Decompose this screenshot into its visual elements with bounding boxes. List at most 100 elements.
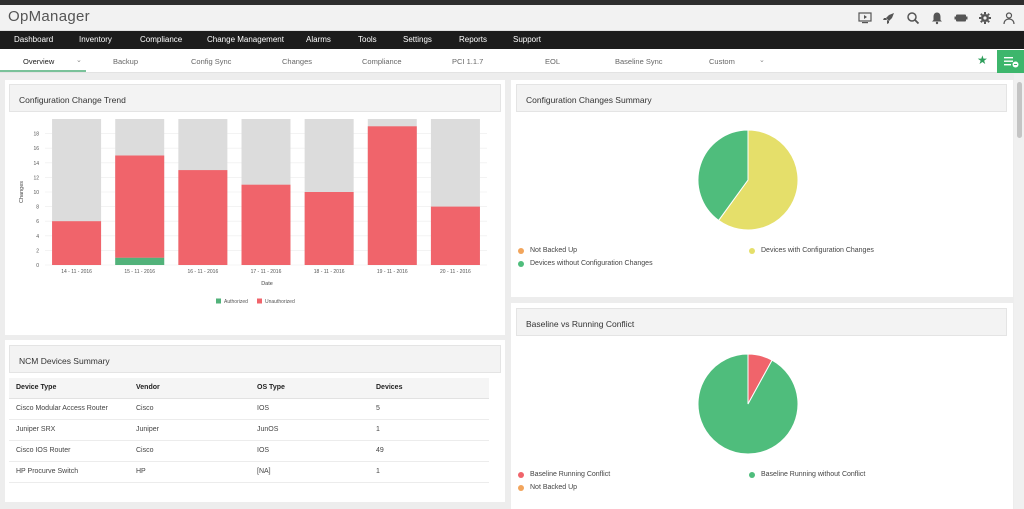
legend-dot [518,247,524,254]
nav-tools[interactable]: Tools [358,35,377,44]
tab-eol[interactable]: EOL [545,57,561,66]
legend-baseline-not-backed-up: Not Backed Up [518,484,577,491]
table-row[interactable]: Cisco Modular Access Router Cisco IOS 5 [9,398,489,420]
pie-slice[interactable] [697,353,799,455]
y-tick-label: 12 [33,175,39,181]
filter-list-icon [1003,56,1018,67]
cell-device-type: HP Procurve Switch [9,461,129,483]
x-tick-label: 17 - 11 - 2016 [251,269,282,275]
tab-custom[interactable]: Custom [709,57,735,66]
bar-unauthorized[interactable] [115,155,165,258]
y-tick-label: 4 [36,234,39,240]
legend-without-changes: Devices without Configuration Changes [518,260,653,267]
search-icon[interactable] [906,11,920,25]
app-logo: OpManager [8,8,90,25]
bar-unauthorized[interactable] [367,126,417,265]
tab-compliance[interactable]: Compliance [362,57,402,66]
y-tick-label: 0 [36,263,39,269]
star-icon[interactable]: ★ [977,53,988,67]
column-header[interactable]: Device Type [9,378,129,399]
x-tick-label: 19 - 11 - 2016 [377,269,408,275]
legend-dot [518,484,524,491]
x-axis-label: Date [261,281,273,287]
active-tab-indicator [0,70,86,72]
top-strip [0,0,1024,5]
cell-devices: 5 [369,398,489,420]
table-row[interactable]: Cisco IOS Router Cisco IOS 49 [9,440,489,462]
nav-dashboard[interactable]: Dashboard [14,35,54,44]
sub-nav: Overview ⌄ Backup Config Sync Changes Co… [0,49,1024,73]
nav-change-management[interactable]: Change Management [207,35,284,44]
cell-os-type: IOS [250,398,369,420]
legend-dot [518,471,524,478]
legend-label-authorized[interactable]: Authorized [224,299,248,305]
pie-slice[interactable] [717,129,799,231]
table-row[interactable]: Juniper SRX Juniper JunOS 1 [9,419,489,441]
rocket-icon[interactable] [882,11,896,25]
tab-config-sync[interactable]: Config Sync [191,57,232,66]
bar-unauthorized[interactable] [52,221,102,265]
chevron-down-icon[interactable]: ⌄ [76,57,82,64]
bar-unauthorized[interactable] [241,184,291,265]
gear-icon[interactable] [978,11,992,25]
baseline-pie-chart [697,353,799,455]
filter-menu-button[interactable] [997,50,1024,73]
summary-panel-header: Configuration Changes Summary [516,84,1007,112]
scrollbar-thumb[interactable] [1017,82,1022,138]
table-row[interactable]: HP Procurve Switch HP [NA] 1 [9,461,489,483]
legend-label: Baseline Running without Conflict [761,471,866,478]
cell-device-type: Cisco Modular Access Router [9,398,129,420]
tab-changes[interactable]: Changes [282,57,313,66]
header-icons [858,9,1016,27]
legend-label: Devices with Configuration Changes [761,247,874,254]
cell-device-type: Cisco IOS Router [9,440,129,462]
y-tick-label: 14 [33,161,39,167]
bar-unauthorized[interactable] [430,206,480,265]
trend-panel-header: Configuration Change Trend [9,84,501,112]
nav-settings[interactable]: Settings [403,35,432,44]
tab-overview[interactable]: Overview [23,57,55,66]
cell-os-type: JunOS [250,419,369,441]
legend-dot [749,471,755,478]
nav-reports[interactable]: Reports [459,35,488,44]
chevron-down-icon[interactable]: ⌄ [759,57,765,64]
bar-unauthorized[interactable] [178,170,228,265]
monitor-icon[interactable] [858,11,872,25]
legend-label-unauthorized[interactable]: Unauthorized [265,299,295,305]
bar-authorized[interactable] [115,257,165,265]
cell-devices: 1 [369,419,489,441]
legend-dot [749,247,755,254]
tab-pci[interactable]: PCI 1.1.7 [452,57,484,66]
page-scrollbar[interactable] [1014,74,1024,509]
table-header-row: Device Type Vendor OS Type Devices [9,378,489,399]
user-icon[interactable] [1002,11,1016,25]
cell-os-type: [NA] [250,461,369,483]
legend-label: Devices without Configuration Changes [530,260,653,267]
nav-compliance[interactable]: Compliance [140,35,183,44]
nav-alarms[interactable]: Alarms [306,35,331,44]
nav-inventory[interactable]: Inventory [79,35,112,44]
battery-icon[interactable] [954,11,968,25]
legend-swatch-unauthorized [257,298,262,304]
cell-vendor: HP [129,461,250,483]
devices-panel-title: NCM Devices Summary [19,356,110,366]
y-tick-label: 18 [33,132,39,138]
column-header[interactable]: Vendor [129,378,250,399]
legend-not-backed-up: Not Backed Up [518,247,577,254]
cell-device-type: Juniper SRX [9,419,129,441]
legend-label: Not Backed Up [530,484,578,491]
cell-vendor: Cisco [129,440,250,462]
devices-table: Device Type Vendor OS Type Devices Cisco… [9,378,489,483]
tab-backup[interactable]: Backup [113,57,139,66]
cell-devices: 1 [369,461,489,483]
legend-label: Not Backed Up [530,247,578,254]
nav-support[interactable]: Support [513,35,542,44]
bar-unauthorized[interactable] [304,192,354,265]
tab-baseline-sync[interactable]: Baseline Sync [615,57,663,66]
column-header[interactable]: OS Type [250,378,369,399]
bell-icon[interactable] [930,11,944,25]
column-header[interactable]: Devices [369,378,489,399]
pie-slice[interactable] [697,129,749,222]
x-tick-label: 15 - 11 - 2016 [124,269,155,275]
legend-baseline-no-conflict: Baseline Running without Conflict [749,471,865,478]
